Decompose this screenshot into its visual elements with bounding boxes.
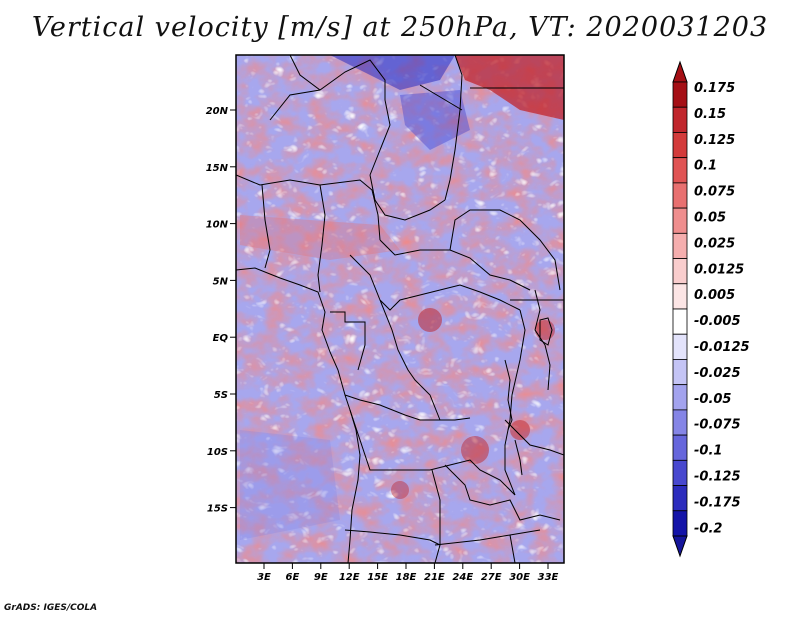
lon-tick-label: 24E — [452, 572, 473, 583]
chart-title: Vertical velocity [m/s] at 250hPa, VT: 2… — [31, 12, 769, 43]
colorbar-label: -0.1 — [694, 444, 722, 459]
colorbar-segment — [672, 106, 688, 133]
lon-tick-label: 33E — [538, 572, 559, 583]
lon-tick-label: 6E — [286, 572, 300, 583]
colorbar-segment — [672, 459, 688, 486]
colorbar-label: 0.1 — [694, 159, 717, 174]
colorbar-lower-arrow — [672, 535, 688, 558]
colorbar-label: -0.0125 — [694, 340, 750, 355]
lon-tick-label: 18E — [396, 572, 417, 583]
lon-tick-label: 3E — [257, 572, 271, 583]
country-borders — [236, 55, 564, 563]
colorbar-label: -0.025 — [694, 366, 741, 381]
lon-tick-label: 30E — [509, 572, 530, 583]
lon-tick-label: 12E — [339, 572, 360, 583]
colorbar-label: 0.05 — [694, 211, 726, 226]
colorbar-segment — [672, 434, 688, 461]
colorbar-upper-arrow — [672, 60, 688, 83]
colorbar-label: 0.175 — [694, 81, 735, 96]
colorbar-segment — [672, 157, 688, 184]
lat-tick-label: 15S — [207, 504, 228, 515]
colorbar-label: 0.075 — [694, 185, 735, 200]
colorbar-segment — [672, 308, 688, 335]
colorbar-label: -0.125 — [694, 470, 741, 485]
colorbar-label: -0.175 — [694, 495, 741, 510]
map-frame — [235, 54, 565, 564]
colorbar-segment — [672, 359, 688, 386]
colorbar-label: -0.2 — [694, 521, 722, 536]
colorbar-segment — [672, 207, 688, 234]
lon-tick-label: 9E — [314, 572, 328, 583]
colorbar-segment — [672, 333, 688, 360]
lon-tick-label: 15E — [367, 572, 388, 583]
lat-tick-label: 10S — [207, 447, 228, 458]
lat-tick-label: 5S — [214, 390, 228, 401]
lat-tick-label: 10N — [206, 220, 229, 231]
colorbar-label: 0.005 — [694, 288, 735, 303]
lat-tick-label: 20N — [206, 106, 229, 117]
software-credit: GrADS: IGES/COLA — [4, 603, 98, 613]
lat-tick-label: 15N — [206, 163, 229, 174]
colorbar-segment — [672, 81, 688, 108]
colorbar-segment — [672, 409, 688, 436]
lon-tick-label: 21E — [424, 572, 445, 583]
colorbar-segment — [672, 283, 688, 310]
colorbar-segment — [672, 132, 688, 159]
longitude-axis: 3E 6E 9E 12E 15E 18E 21E 24E 27E 30E 33E — [257, 563, 559, 583]
colorbar-segment — [672, 258, 688, 285]
colorbar: 0.175 0.15 0.125 0.1 0.075 0.05 0.025 0.0125 0.0… — [672, 60, 750, 558]
colorbar-segment — [672, 182, 688, 209]
colorbar-label: -0.005 — [694, 314, 741, 329]
colorbar-label: 0.125 — [694, 133, 735, 148]
colorbar-segment — [672, 510, 688, 537]
colorbar-label: 0.15 — [694, 107, 726, 122]
lat-tick-label: 5N — [213, 276, 229, 287]
colorbar-label: 0.0125 — [694, 262, 744, 277]
lon-tick-label: 27E — [481, 572, 502, 583]
colorbar-segment — [672, 384, 688, 411]
lat-tick-label: EQ — [213, 333, 229, 344]
colorbar-segment — [672, 485, 688, 512]
vertical-velocity-field — [236, 55, 564, 563]
colorbar-label: -0.05 — [694, 392, 731, 407]
colorbar-label: -0.075 — [694, 418, 741, 433]
colorbar-label: 0.025 — [694, 236, 735, 251]
colorbar-segment — [672, 232, 688, 259]
latitude-axis: 20N 15N 10N 5N EQ 5S 10S 15S — [206, 106, 236, 515]
